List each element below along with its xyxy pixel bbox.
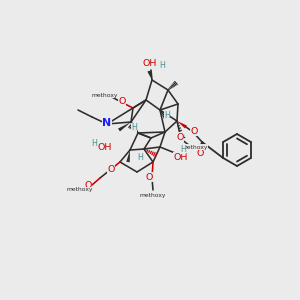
Text: OH: OH xyxy=(98,142,112,152)
Text: methoxy: methoxy xyxy=(140,193,166,197)
Text: OH: OH xyxy=(143,59,157,68)
Polygon shape xyxy=(147,70,152,80)
Text: methoxy: methoxy xyxy=(92,92,118,98)
Text: O: O xyxy=(107,164,115,173)
Text: H: H xyxy=(159,61,165,70)
Polygon shape xyxy=(177,121,187,128)
Polygon shape xyxy=(126,150,130,162)
Text: O: O xyxy=(84,182,92,190)
Text: OH: OH xyxy=(174,152,188,161)
Text: H: H xyxy=(164,110,170,119)
Text: H: H xyxy=(91,140,97,148)
Text: O: O xyxy=(176,133,184,142)
Text: methoxy: methoxy xyxy=(67,188,93,193)
Text: O: O xyxy=(145,172,153,182)
Text: H: H xyxy=(137,152,143,161)
Text: O: O xyxy=(190,127,198,136)
Text: H: H xyxy=(131,124,137,133)
Text: N: N xyxy=(102,118,112,128)
Text: O: O xyxy=(196,148,204,158)
Text: H: H xyxy=(180,145,186,154)
Polygon shape xyxy=(118,122,131,131)
Text: O: O xyxy=(118,97,126,106)
Text: methoxy: methoxy xyxy=(182,145,208,149)
